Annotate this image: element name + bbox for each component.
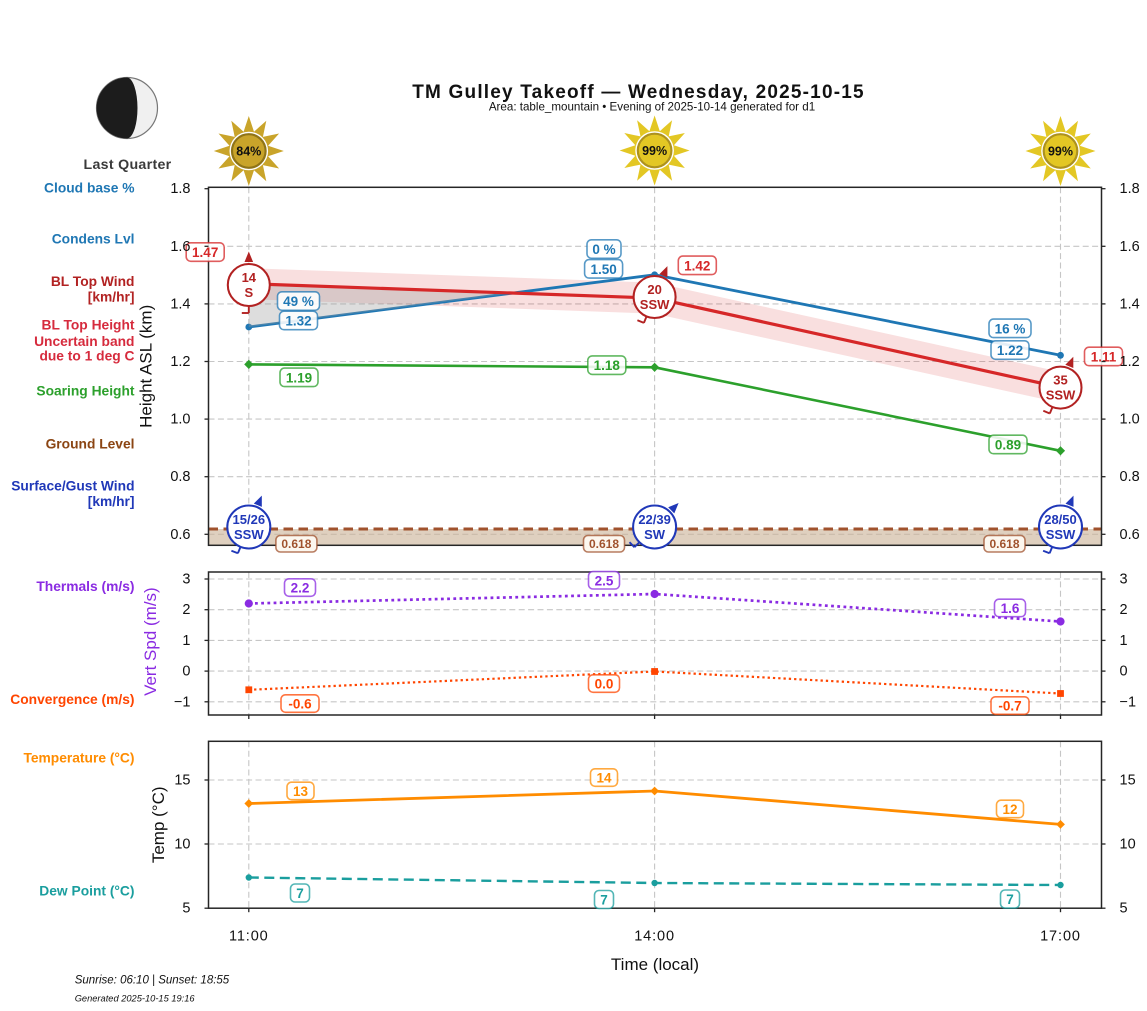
svg-text:Dew Point (°C): Dew Point (°C)	[39, 884, 134, 899]
svg-text:1.6: 1.6	[170, 239, 190, 255]
svg-text:1: 1	[182, 633, 190, 649]
svg-text:0.0: 0.0	[595, 677, 614, 692]
svg-text:22/39: 22/39	[638, 512, 671, 527]
svg-text:SSW: SSW	[640, 297, 670, 312]
svg-text:Sunrise: 06:10 | Sunset: 18:55: Sunrise: 06:10 | Sunset: 18:55	[75, 975, 230, 987]
svg-text:1.6: 1.6	[1120, 239, 1140, 255]
svg-text:0.8: 0.8	[1120, 469, 1140, 485]
svg-text:Condens Lvl: Condens Lvl	[52, 231, 135, 246]
svg-text:0 %: 0 %	[592, 242, 615, 257]
svg-text:14: 14	[242, 270, 257, 285]
svg-text:0.89: 0.89	[995, 438, 1021, 453]
svg-text:15/26: 15/26	[233, 512, 266, 527]
svg-text:Ground Level: Ground Level	[46, 436, 135, 451]
svg-text:3: 3	[182, 572, 190, 588]
svg-text:13: 13	[293, 784, 309, 799]
svg-text:1.2: 1.2	[1120, 354, 1140, 370]
svg-text:1.8: 1.8	[1120, 181, 1140, 197]
svg-text:BL Top Height: BL Top Height	[42, 318, 135, 333]
svg-text:Vert Spd (m/s): Vert Spd (m/s)	[141, 587, 160, 696]
svg-text:0.618: 0.618	[589, 537, 619, 551]
svg-text:1.47: 1.47	[192, 245, 218, 260]
svg-text:Generated 2025-10-15 19:16: Generated 2025-10-15 19:16	[75, 994, 196, 1004]
svg-text:Surface/Gust Wind: Surface/Gust Wind	[11, 479, 134, 494]
svg-text:Temp (°C): Temp (°C)	[149, 786, 168, 863]
svg-text:2: 2	[1120, 602, 1128, 618]
svg-text:5: 5	[1120, 901, 1128, 917]
svg-text:SW: SW	[644, 527, 666, 542]
svg-text:Area: table_mountain • Evening: Area: table_mountain • Evening of 2025-1…	[489, 100, 815, 113]
svg-text:Soaring Height: Soaring Height	[36, 383, 135, 398]
svg-text:15: 15	[1120, 773, 1136, 789]
svg-text:10: 10	[174, 837, 190, 853]
svg-text:1.2: 1.2	[170, 354, 190, 370]
svg-text:20: 20	[647, 282, 661, 297]
svg-text:1.4: 1.4	[170, 296, 190, 312]
svg-text:SSW: SSW	[1046, 527, 1076, 542]
svg-text:1.50: 1.50	[590, 262, 616, 277]
svg-text:12: 12	[1002, 802, 1017, 817]
svg-text:2.2: 2.2	[291, 581, 310, 596]
svg-text:2.5: 2.5	[595, 573, 614, 588]
svg-text:[km/hr]: [km/hr]	[88, 290, 135, 305]
svg-text:-0.6: -0.6	[288, 697, 312, 712]
svg-text:49 %: 49 %	[283, 294, 314, 309]
svg-text:1: 1	[1120, 633, 1128, 649]
svg-text:0.618: 0.618	[281, 537, 311, 551]
svg-text:1.22: 1.22	[997, 343, 1023, 358]
svg-text:15: 15	[174, 773, 190, 789]
svg-text:TM Gulley Takeoff — Wednesday,: TM Gulley Takeoff — Wednesday, 2025-10-1…	[412, 82, 865, 103]
svg-text:11:00: 11:00	[229, 929, 269, 945]
svg-text:1.42: 1.42	[684, 258, 710, 273]
svg-text:BL Top Wind: BL Top Wind	[51, 274, 135, 289]
svg-text:0.6: 0.6	[1120, 527, 1140, 543]
svg-text:-0.7: -0.7	[998, 699, 1021, 714]
svg-text:5: 5	[182, 901, 190, 917]
svg-text:1.0: 1.0	[1120, 412, 1140, 428]
svg-text:7: 7	[1006, 892, 1014, 907]
svg-text:Convergence (m/s): Convergence (m/s)	[10, 692, 134, 707]
svg-text:28/50: 28/50	[1044, 512, 1077, 527]
svg-text:Time (local): Time (local)	[611, 955, 699, 974]
svg-text:99%: 99%	[642, 144, 667, 158]
svg-text:SSW: SSW	[1046, 388, 1076, 403]
svg-text:1.32: 1.32	[285, 314, 311, 329]
svg-text:1.11: 1.11	[1091, 350, 1117, 365]
svg-text:[km/hr]: [km/hr]	[88, 494, 135, 509]
svg-text:1.6: 1.6	[1001, 601, 1020, 616]
svg-text:10: 10	[1120, 837, 1136, 853]
svg-text:Uncertain band: Uncertain band	[34, 334, 134, 349]
svg-text:Thermals (m/s): Thermals (m/s)	[36, 579, 134, 594]
svg-text:due to 1 deg C: due to 1 deg C	[39, 348, 134, 363]
svg-text:Temperature (°C): Temperature (°C)	[23, 751, 134, 766]
svg-text:1.19: 1.19	[286, 370, 312, 385]
svg-text:0: 0	[182, 664, 190, 680]
svg-text:1.8: 1.8	[170, 181, 190, 197]
svg-text:Cloud base %: Cloud base %	[44, 181, 134, 196]
svg-text:−1: −1	[174, 694, 191, 710]
svg-text:14:00: 14:00	[634, 929, 675, 945]
svg-text:3: 3	[1120, 572, 1128, 588]
svg-text:0.618: 0.618	[989, 537, 1019, 551]
svg-text:Last Quarter: Last Quarter	[84, 157, 172, 173]
svg-text:1.4: 1.4	[1120, 296, 1140, 312]
svg-text:S: S	[244, 285, 253, 300]
svg-text:7: 7	[296, 886, 304, 901]
svg-text:7: 7	[600, 893, 608, 908]
svg-text:1.18: 1.18	[594, 358, 621, 373]
svg-text:99%: 99%	[1048, 145, 1073, 159]
svg-text:17:00: 17:00	[1040, 929, 1081, 945]
svg-text:14: 14	[596, 771, 612, 786]
svg-text:−1: −1	[1120, 694, 1137, 710]
svg-text:84%: 84%	[236, 145, 261, 159]
svg-text:16 %: 16 %	[995, 321, 1026, 336]
svg-text:0.6: 0.6	[170, 527, 190, 543]
svg-text:SSW: SSW	[234, 527, 264, 542]
svg-text:35: 35	[1053, 373, 1067, 388]
svg-text:2: 2	[182, 602, 190, 618]
svg-text:0: 0	[1120, 664, 1128, 680]
svg-text:1.0: 1.0	[170, 412, 190, 428]
svg-text:Height ASL (km): Height ASL (km)	[137, 305, 156, 428]
svg-text:0.8: 0.8	[170, 469, 190, 485]
